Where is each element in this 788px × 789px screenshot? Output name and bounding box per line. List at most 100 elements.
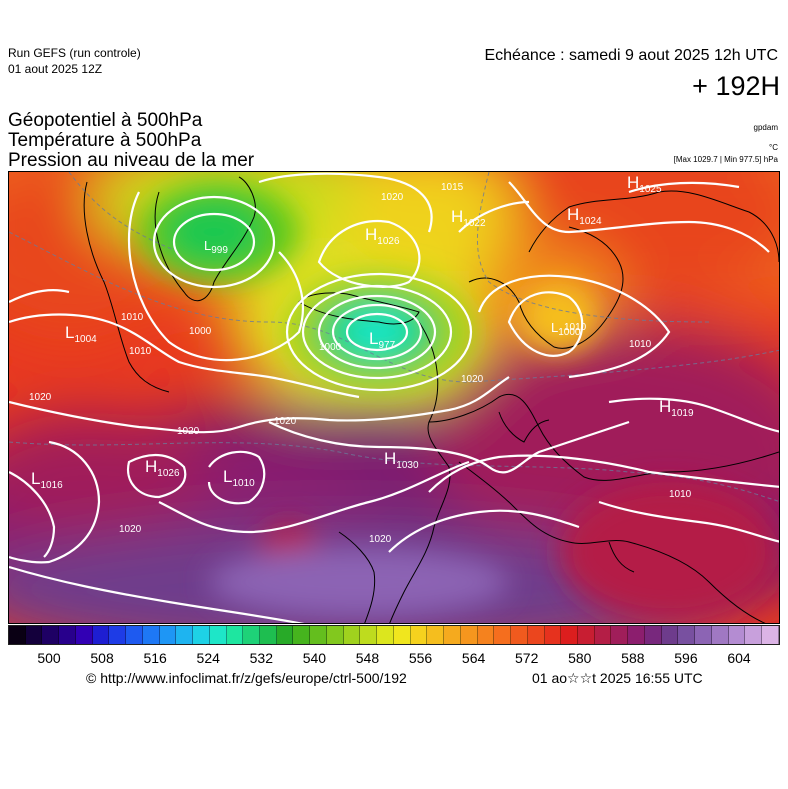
- colorbar-swatch: [293, 626, 311, 644]
- colorbar-swatch: [427, 626, 445, 644]
- isobar-label: 1020: [29, 392, 52, 403]
- low-center-letter: L: [65, 323, 74, 342]
- colorbar-swatch: [193, 626, 210, 644]
- isobar-label: 1000: [319, 342, 342, 353]
- svg-text:H1019: H1019: [659, 397, 694, 419]
- colorbar-swatch: [109, 626, 127, 644]
- isobar-label: 1020: [381, 192, 404, 203]
- colorbar-swatch: [577, 626, 595, 644]
- colorbar-swatch: [159, 626, 177, 644]
- low-center-value: 1000: [558, 327, 581, 338]
- weather-map-canvas: 1015 1020 1010 1000 1000 1010 1010 1020 …: [9, 172, 779, 623]
- colorbar-swatch: [594, 626, 612, 644]
- colorbar-swatch: [728, 626, 746, 644]
- generation-time: 01 ao☆☆t 2025 16:55 UTC: [532, 670, 703, 686]
- high-center-value: 1025: [639, 184, 662, 195]
- svg-text:L1004: L1004: [65, 323, 97, 345]
- isobar-label: 1010: [564, 322, 587, 333]
- forecast-valid-time: Echéance : samedi 9 aout 2025 12h UTC: [484, 47, 778, 64]
- high-center-letter: H: [384, 449, 396, 468]
- colorbar-tick-label: 540: [302, 650, 327, 666]
- low-center-letter: L: [551, 320, 558, 335]
- colorbar-swatch: [226, 626, 244, 644]
- colorbar-tick-label: 524: [196, 650, 220, 666]
- colorbar-tick-label: 556: [408, 650, 433, 666]
- colorbar-swatch: [460, 626, 478, 644]
- colorbar-tick-label: 580: [568, 650, 592, 666]
- svg-text:L999: L999: [204, 238, 228, 256]
- colorbar-swatch: [75, 626, 93, 644]
- low-center-letter: L: [369, 329, 378, 348]
- colorbar-swatch: [511, 626, 528, 644]
- colorbar-swatch: [92, 626, 110, 644]
- colorbar-swatch: [377, 626, 394, 644]
- svg-text:L1000: L1000: [551, 320, 581, 338]
- colorbar-swatch: [561, 626, 578, 644]
- parameter-temperature: Température à 500hPa: [8, 130, 202, 151]
- colorbar-swatch: [628, 626, 645, 644]
- svg-text:L977: L977: [369, 329, 396, 351]
- colorbar-swatch: [711, 626, 729, 644]
- colorbar-tick-label: 596: [674, 650, 698, 666]
- colorbar-swatch: [9, 626, 26, 644]
- colorbar-swatch: [527, 626, 545, 644]
- colorbar-swatch: [326, 626, 344, 644]
- svg-text:H1026: H1026: [365, 225, 400, 247]
- colorbar-swatch: [661, 626, 679, 644]
- high-center-value: 1019: [671, 408, 694, 419]
- colorbar-swatch: [611, 626, 629, 644]
- pressure-centers: H1025 H1026 H1022 H1024 L1004 L977 L999 …: [31, 173, 694, 491]
- unit-geopotential: gpdam: [753, 123, 778, 132]
- colorbar-swatch: [176, 626, 194, 644]
- isobar-label: 1000: [189, 326, 212, 337]
- svg-text:H1022: H1022: [451, 207, 486, 229]
- source-url: © http://www.infoclimat.fr/z/gefs/europe…: [86, 670, 407, 686]
- unit-temperature: °C: [769, 143, 778, 152]
- colorbar-tick-label: 604: [727, 650, 751, 666]
- colorbar-swatch: [209, 626, 227, 644]
- colorbar-swatch: [444, 626, 461, 644]
- colorbar-swatch: [25, 626, 43, 644]
- weather-map: 1015 1020 1010 1000 1000 1010 1010 1020 …: [8, 171, 780, 624]
- colorbar-swatch: [243, 626, 261, 644]
- isobar-label: 1020: [177, 426, 200, 437]
- colorbar-tick-label: 572: [515, 650, 539, 666]
- high-center-letter: H: [365, 225, 377, 244]
- isobar-label: 1010: [129, 346, 152, 357]
- low-center-letter: L: [223, 467, 232, 486]
- colorbar-tick-label: 564: [461, 650, 486, 666]
- colorbar-swatch: [59, 626, 76, 644]
- isobar-labels: 1015 1020 1010 1000 1000 1010 1010 1020 …: [29, 182, 692, 545]
- isobar-label: 1020: [119, 524, 142, 535]
- isobars: [9, 172, 779, 623]
- svg-text:H1026: H1026: [145, 457, 180, 479]
- low-center-letter: L: [31, 469, 40, 488]
- svg-text:H1030: H1030: [384, 449, 419, 471]
- colorbar-swatch: [644, 626, 662, 644]
- isobar-label: 1020: [369, 534, 392, 545]
- colorbar-tick-label: 548: [355, 650, 380, 666]
- isobar-label: 1020: [461, 374, 484, 385]
- colorbar-swatch: [393, 626, 411, 644]
- low-center-value: 1004: [74, 334, 97, 345]
- high-center-value: 1026: [157, 468, 180, 479]
- low-center-value: 1016: [40, 480, 63, 491]
- isobar-label: 1010: [669, 489, 692, 500]
- svg-text:H1024: H1024: [567, 205, 602, 227]
- high-center-letter: H: [145, 457, 157, 476]
- colorbar-swatch: [544, 626, 562, 644]
- colorbar-swatch: [745, 626, 763, 644]
- run-date: 01 aout 2025 12Z: [8, 62, 103, 76]
- low-center-value: 999: [211, 245, 228, 256]
- high-center-value: 1030: [396, 460, 419, 471]
- colorbar-swatch: [42, 626, 60, 644]
- svg-text:L1010: L1010: [223, 467, 255, 489]
- high-center-value: 1026: [377, 236, 400, 247]
- isobar-label: 1020: [274, 416, 297, 427]
- colorbar-swatch: [762, 626, 779, 644]
- colorbar-swatch: [695, 626, 712, 644]
- isobar-label: 1010: [629, 339, 652, 350]
- isobar-label: 1015: [441, 182, 464, 193]
- colorbar-ticks: 500 508 516 524 532 540 548 556 564 572 580 588 596 6…: [8, 650, 780, 666]
- low-center-letter: L: [204, 238, 211, 253]
